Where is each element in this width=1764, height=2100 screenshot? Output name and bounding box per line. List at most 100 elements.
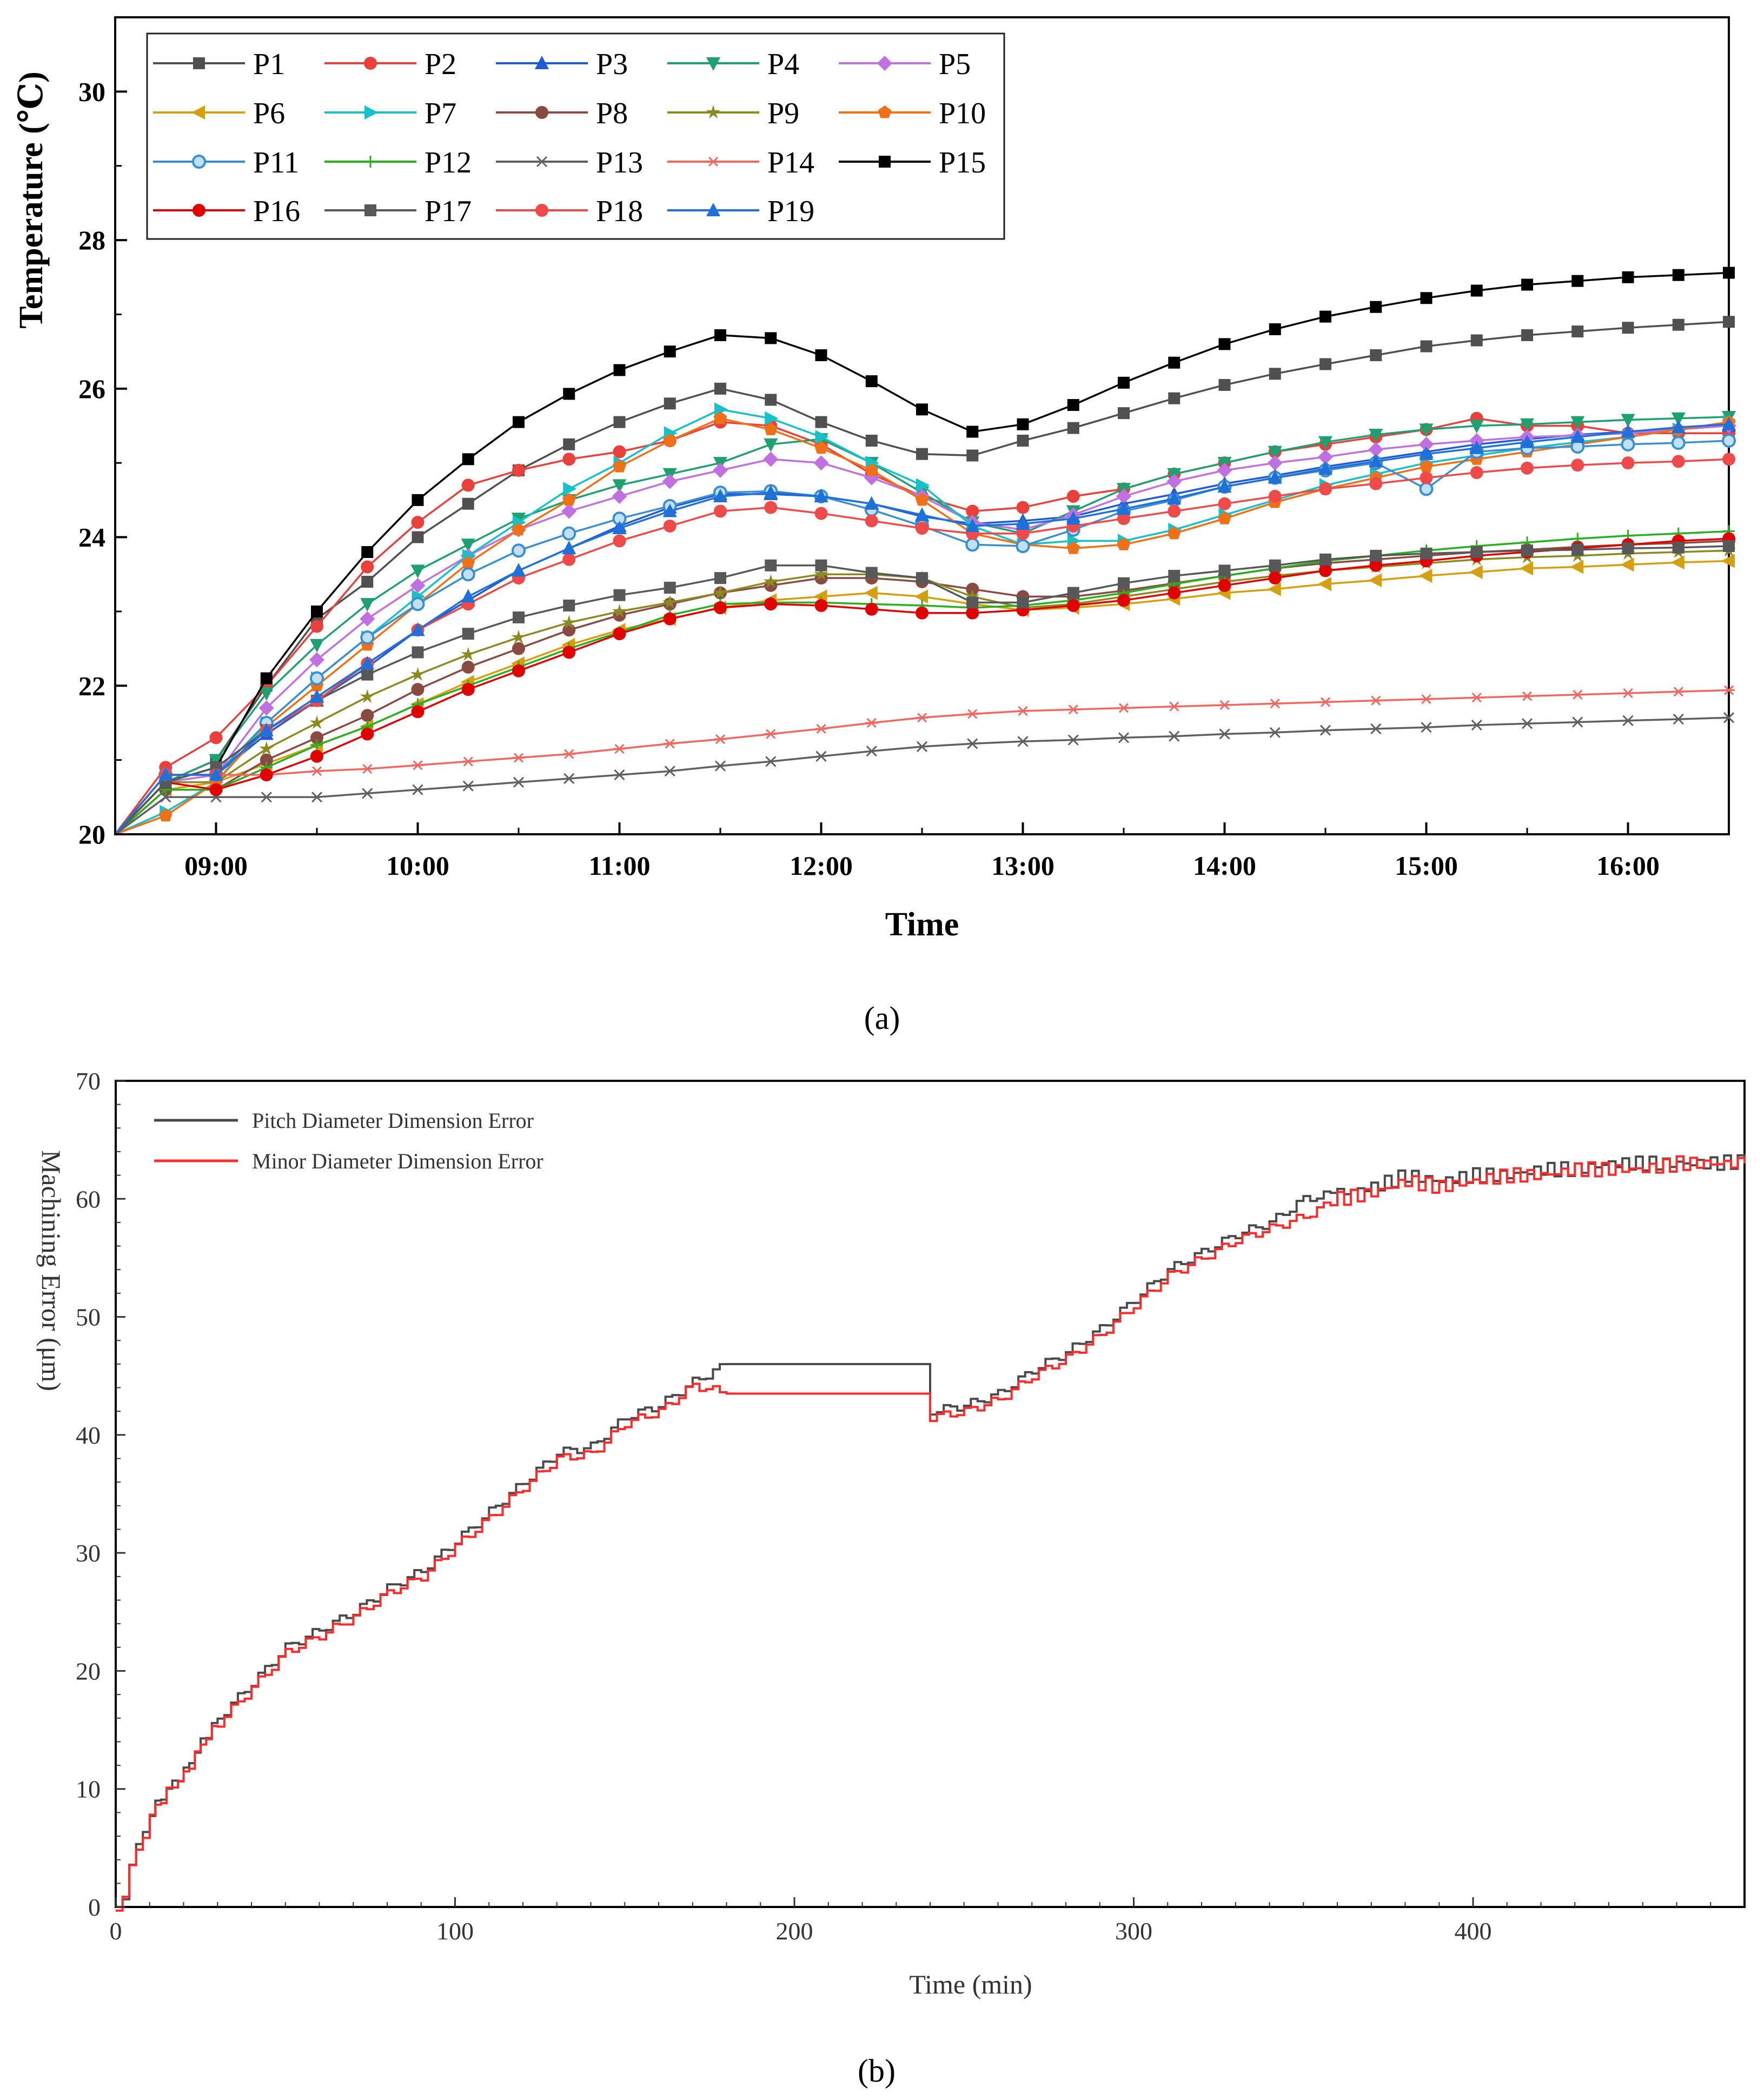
data-point xyxy=(563,599,575,612)
data-point xyxy=(1622,542,1634,555)
legend-item-p12: P12 xyxy=(324,146,472,180)
data-point xyxy=(462,628,474,640)
data-point xyxy=(1418,436,1434,452)
series-p4 xyxy=(114,411,1736,835)
data-point xyxy=(1166,474,1182,489)
legend-marker xyxy=(364,105,378,119)
data-point xyxy=(562,526,576,541)
legend-label: P19 xyxy=(767,195,814,228)
data-point xyxy=(966,709,979,719)
data-point xyxy=(1723,316,1735,328)
legend-item-p13: P13 xyxy=(496,146,643,180)
y-axis-label-b: Machining Error (μm) xyxy=(36,1150,67,1391)
data-point xyxy=(1118,577,1130,589)
data-point xyxy=(1268,446,1282,460)
data-point xyxy=(1118,703,1130,713)
data-point xyxy=(1369,559,1383,572)
data-point xyxy=(1117,512,1130,526)
data-point xyxy=(1167,526,1181,540)
data-point xyxy=(815,723,827,734)
data-point xyxy=(915,493,929,506)
data-point xyxy=(1521,329,1533,341)
data-point xyxy=(664,739,676,749)
data-point xyxy=(360,630,375,644)
data-point xyxy=(713,411,727,424)
data-point xyxy=(361,546,374,559)
legend-label: P13 xyxy=(596,146,643,180)
data-point xyxy=(1369,454,1383,468)
data-point xyxy=(1118,376,1130,389)
data-point xyxy=(916,572,928,584)
data-point xyxy=(1723,267,1735,279)
data-point xyxy=(1017,736,1029,747)
data-point xyxy=(1369,428,1383,442)
data-point xyxy=(1420,694,1433,705)
data-point xyxy=(512,522,526,536)
data-point xyxy=(1723,540,1735,553)
legend-item-p15: P15 xyxy=(839,146,986,180)
legend-item-p5: P5 xyxy=(839,48,971,81)
data-point xyxy=(1419,423,1434,437)
data-point xyxy=(764,422,778,435)
data-point xyxy=(462,780,474,792)
y-tick-label-b: 10 xyxy=(76,1776,101,1803)
data-point xyxy=(1418,568,1433,583)
legend-label: P3 xyxy=(596,48,628,81)
data-point xyxy=(1117,501,1131,515)
data-point xyxy=(865,717,878,728)
data-point xyxy=(662,503,677,517)
data-point xyxy=(1420,460,1433,473)
series-p14 xyxy=(114,685,1735,835)
temperature-chart: 09:00 10:00 11:00 12:00 13:00 14:00 15:00 16:00… xyxy=(13,16,1736,1036)
data-point xyxy=(1319,564,1332,577)
data-point xyxy=(461,589,475,603)
legend-item-p9: P9 xyxy=(667,97,799,130)
data-point xyxy=(1368,573,1382,588)
data-point xyxy=(662,474,678,489)
legend-label: P15 xyxy=(939,146,986,180)
legend-label-b: Pitch Diameter Dimension Error xyxy=(252,1108,534,1133)
data-point xyxy=(916,448,928,460)
data-point xyxy=(965,518,980,532)
legend-label: P7 xyxy=(425,97,456,130)
data-point xyxy=(765,332,777,344)
data-point xyxy=(260,768,273,782)
legend-item-b-1: Minor Diameter Dimension Error xyxy=(154,1149,543,1173)
data-point xyxy=(513,611,525,623)
data-point xyxy=(1016,539,1030,554)
data-point xyxy=(1672,455,1685,468)
data-point xyxy=(1370,695,1382,706)
data-point xyxy=(814,441,828,454)
data-point xyxy=(914,589,928,604)
data-point xyxy=(1672,541,1685,554)
legend-label: P12 xyxy=(425,146,472,180)
series-line-p14 xyxy=(114,689,1729,835)
data-point xyxy=(259,741,274,755)
data-point xyxy=(714,760,726,772)
data-point xyxy=(1621,414,1635,428)
data-point xyxy=(1218,564,1231,577)
series-p5 xyxy=(114,418,1736,835)
data-point xyxy=(1319,310,1331,323)
y-tick-label: 22 xyxy=(78,670,105,701)
data-point xyxy=(1520,418,1534,432)
data-point xyxy=(310,731,323,745)
data-point xyxy=(1670,555,1685,570)
legend-marker xyxy=(707,156,719,167)
x-tick-label: 11:00 xyxy=(589,850,651,881)
data-point xyxy=(965,537,980,552)
data-point xyxy=(1469,420,1484,434)
data-point xyxy=(814,567,828,581)
data-point xyxy=(410,577,426,593)
data-point xyxy=(1218,378,1231,391)
y-tick-label-b: 50 xyxy=(76,1304,101,1331)
data-point xyxy=(1723,712,1735,723)
data-point xyxy=(713,462,728,478)
data-point xyxy=(1521,718,1533,729)
data-point xyxy=(663,519,677,533)
series-p15 xyxy=(114,267,1735,835)
data-point xyxy=(311,766,323,776)
data-point xyxy=(512,543,526,558)
data-point xyxy=(1168,356,1181,369)
legend-marker xyxy=(364,57,377,70)
